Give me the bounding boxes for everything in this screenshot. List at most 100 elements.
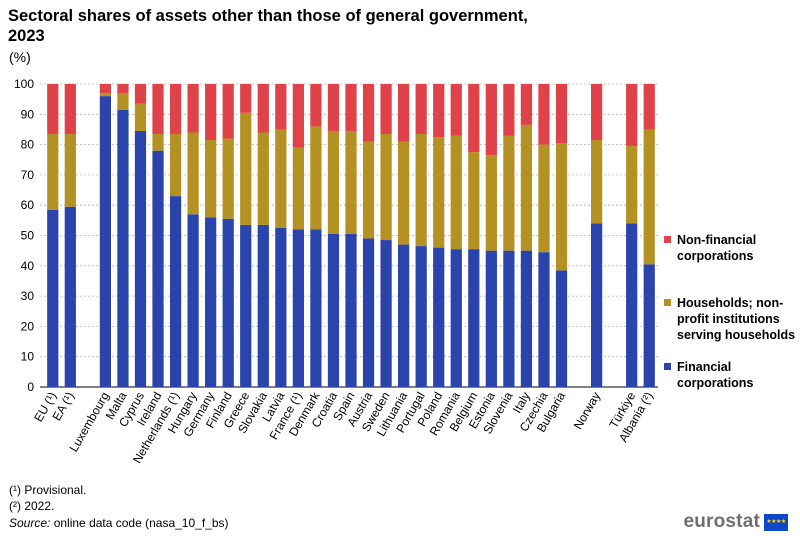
bar-segment [362,141,375,239]
bar-segment [99,96,112,388]
bar-segment [169,196,182,387]
bar-segment [292,84,304,148]
legend-label: profit institutions [677,312,780,326]
legend-swatch [664,299,671,306]
bar-segment [643,84,655,130]
bar-segment [99,84,112,94]
bar-segment [555,84,568,144]
bar-segment [590,84,603,141]
y-tick-label: 40 [21,259,35,273]
bar-segment [468,152,480,250]
chart-title: Sectoral shares of assets other than tho… [8,7,528,45]
y-tick-label: 80 [21,138,35,152]
y-tick-label: 50 [21,229,35,243]
legend: Non-financial corporations Households; non… [664,233,795,390]
x-axis-labels: EU (¹)EA (¹)LuxembourgMaltaCyprusIreland… [31,389,656,466]
bar-segment [327,130,340,234]
legend-label: corporations [677,249,753,263]
source-note: Source: online data code (nasa_10_f_bs) [9,516,229,530]
legend-label: Financial [677,360,731,374]
source-text: online data code (nasa_10_f_bs) [53,516,229,530]
bar-segment [503,250,515,387]
bar-segment [415,246,427,387]
bar-segment [415,133,427,247]
legend-label: corporations [677,376,753,390]
bar-segment [310,229,322,387]
bar-segment [47,84,59,134]
bar-segment [152,84,164,134]
bar-segment [275,129,287,228]
bar-segment [222,138,234,219]
bar-segment [187,132,199,215]
bar-segment [398,141,410,245]
bar-segment [433,247,445,387]
bar-segment [205,140,217,218]
bar-segment [503,135,515,251]
bar-segment [398,244,410,387]
bar-segment [134,130,147,387]
bar-segment [310,84,322,127]
bar-segment [152,133,164,151]
bar-segment [222,84,234,139]
bar-segment [520,124,533,251]
bar-segment [590,140,603,224]
bar-segment [433,137,445,248]
bar-segment [187,214,199,387]
bar-segment [468,84,480,153]
source-label: Source: [9,516,51,530]
bar-segment [345,233,357,387]
bar-segment [626,223,638,387]
bar-segment [222,218,234,387]
bar-segment [415,84,427,134]
bar-segment [292,147,304,230]
bars [47,84,655,388]
bar-segment [643,129,655,265]
y-tick-label: 100 [14,77,34,91]
bar-segment [485,155,497,251]
legend-swatch [664,363,671,370]
bar-segment [555,270,568,387]
bar-segment [292,229,304,387]
bar-segment [152,150,164,387]
eu-flag-icon: ★★★★ [764,513,788,531]
bar-segment [134,84,147,104]
bar-segment [362,84,375,142]
y-tick-label: 70 [21,168,35,182]
eurostat-logo[interactable]: eurostat ★★★★ [683,511,788,533]
bar-segment [117,93,129,110]
legend-swatch [664,236,671,243]
bar-segment [380,240,392,387]
bar-segment [310,126,322,230]
y-tick-label: 90 [21,107,35,121]
bar-segment [538,252,550,387]
bar-segment [643,264,655,387]
bar-segment [134,103,147,131]
bar-segment [169,84,182,134]
bar-segment [205,217,217,387]
bar-segment [398,84,410,142]
bar-segment [240,84,252,113]
bar-segment [117,84,129,94]
bar-segment [47,133,59,210]
bar-segment [345,84,357,131]
bar-segment [257,224,269,387]
bar-segment [626,84,638,147]
bar-segment [538,84,550,145]
y-tick-label: 20 [21,319,35,333]
bar-segment [450,84,462,136]
bar-segment [47,209,59,387]
bar-segment [327,84,340,131]
bar-segment [327,233,340,387]
bar-segment [64,206,76,387]
bar-segment [590,223,603,387]
unit-label: (%) [9,49,31,65]
logo-text: eurostat [683,511,760,532]
bar-segment [485,84,497,156]
bar-segment [503,84,515,136]
y-tick-label: 10 [21,350,35,364]
bar-segment [626,146,638,224]
bar-segment [345,130,357,234]
bar-segment [380,133,392,241]
bar-segment [257,132,269,225]
bar-segment [450,135,462,250]
